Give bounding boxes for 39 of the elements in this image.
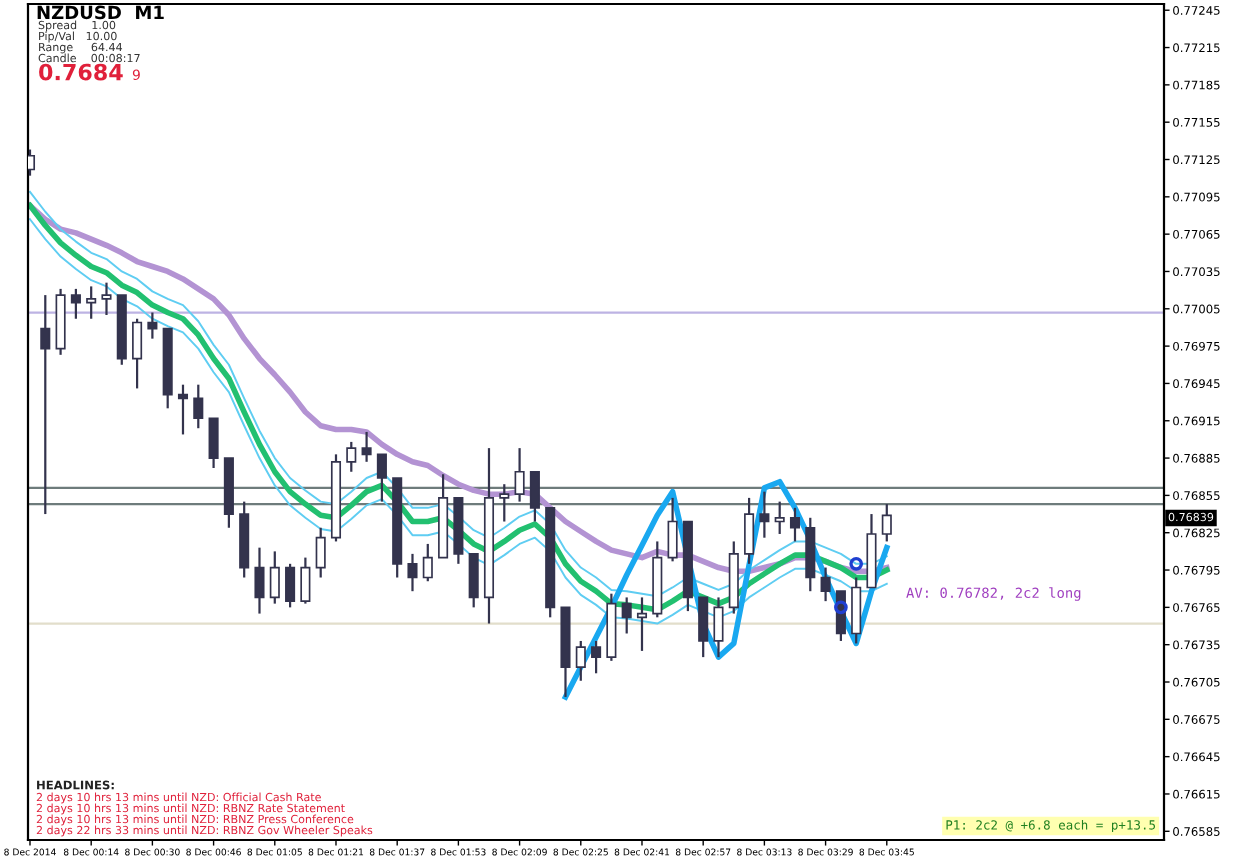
candlestick bbox=[774, 500, 785, 536]
candlestick bbox=[851, 576, 862, 645]
candlestick bbox=[177, 383, 189, 436]
candlestick bbox=[254, 546, 265, 615]
candlestick bbox=[514, 447, 525, 503]
candlestick bbox=[881, 503, 892, 543]
candlestick bbox=[591, 639, 602, 675]
candlestick bbox=[636, 596, 648, 653]
candlestick bbox=[208, 417, 219, 470]
candlestick bbox=[529, 470, 540, 523]
candlestick bbox=[132, 317, 143, 390]
chart-title: NZDUSD M1 bbox=[37, 5, 164, 20]
candlestick bbox=[422, 542, 433, 583]
candlestick bbox=[147, 311, 158, 340]
candlestick bbox=[499, 483, 510, 523]
candlestick bbox=[86, 285, 97, 320]
candlestick bbox=[376, 453, 387, 503]
candlestick bbox=[70, 287, 81, 320]
candlestick bbox=[744, 496, 755, 565]
candlestick bbox=[269, 550, 280, 605]
candlestick bbox=[346, 440, 357, 473]
candlestick bbox=[101, 281, 112, 317]
candlestick bbox=[621, 596, 632, 635]
candlestick bbox=[667, 496, 678, 563]
candlestick bbox=[361, 430, 372, 463]
candlestick bbox=[315, 526, 326, 579]
candlestick bbox=[407, 552, 418, 593]
candlestick bbox=[575, 639, 586, 682]
candlestick bbox=[193, 383, 204, 430]
candlestick bbox=[285, 562, 296, 609]
candlestick bbox=[713, 596, 724, 659]
candlestick bbox=[698, 596, 709, 659]
candlestick bbox=[40, 294, 51, 516]
candlestick bbox=[300, 556, 311, 605]
annotation: 0.7684 bbox=[39, 63, 123, 81]
candlestick bbox=[820, 566, 831, 603]
candlestick bbox=[789, 506, 801, 543]
candlestick bbox=[759, 490, 770, 539]
candlestick bbox=[468, 552, 479, 609]
